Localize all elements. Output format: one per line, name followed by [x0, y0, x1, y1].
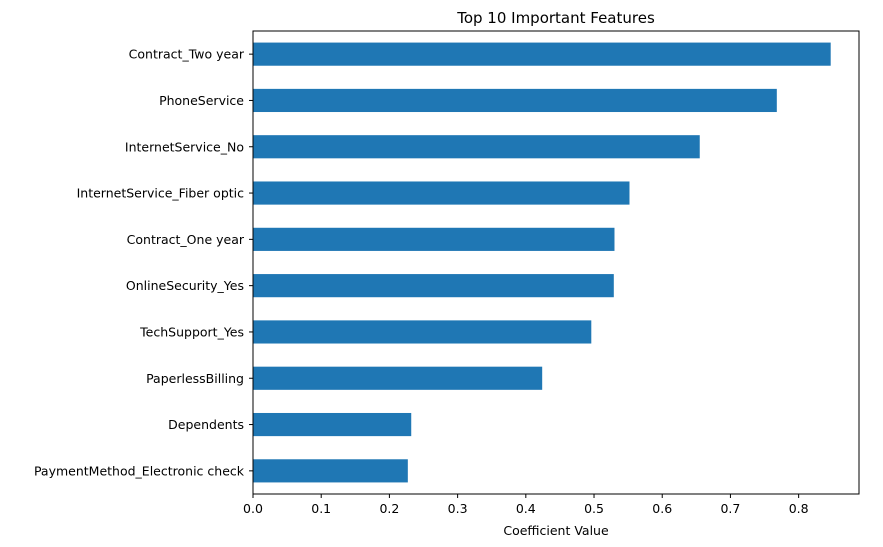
x-tick-label: 0.0 [243, 501, 263, 516]
x-tick-label: 0.7 [720, 501, 740, 516]
x-tick-label: 0.1 [311, 501, 331, 516]
y-tick-label: PaperlessBilling [146, 371, 244, 386]
y-tick-label: InternetService_No [125, 139, 244, 154]
bar [253, 42, 831, 66]
x-tick-label: 0.6 [652, 501, 672, 516]
x-tick-label: 0.8 [789, 501, 809, 516]
bar [253, 459, 408, 483]
bar [253, 88, 777, 113]
bar [253, 227, 615, 251]
x-axis-ticks: 0.0 0.1 0.2 0.3 0.4 0.5 0.6 0.7 0.8 [243, 494, 809, 516]
y-tick-label: Contract_One year [127, 232, 245, 247]
bar [253, 135, 700, 159]
x-tick-label: 0.2 [379, 501, 399, 516]
bar [253, 181, 630, 205]
x-tick-label: 0.4 [516, 501, 536, 516]
bar [253, 274, 614, 298]
bar [253, 412, 412, 437]
y-tick-label: OnlineSecurity_Yes [126, 278, 244, 293]
y-tick-label: InternetService_Fiber optic [77, 186, 245, 201]
y-tick-label: PhoneService [159, 93, 244, 108]
bar [253, 320, 592, 344]
y-tick-label: PaymentMethod_Electronic check [34, 463, 245, 478]
plot-frame [252, 30, 860, 495]
y-tick-label: Dependents [168, 417, 244, 432]
bars-group [253, 42, 831, 483]
x-tick-label: 0.3 [448, 501, 468, 516]
x-axis-label: Coefficient Value [503, 523, 609, 538]
bar [253, 366, 543, 390]
chart-title: Top 10 Important Features [456, 9, 655, 27]
x-tick-label: 0.5 [584, 501, 604, 516]
y-tick-label: Contract_Two year [129, 47, 245, 62]
y-axis-ticks: PaymentMethod_Electronic check Dependents… [34, 47, 253, 478]
y-tick-label: TechSupport_Yes [139, 324, 244, 339]
